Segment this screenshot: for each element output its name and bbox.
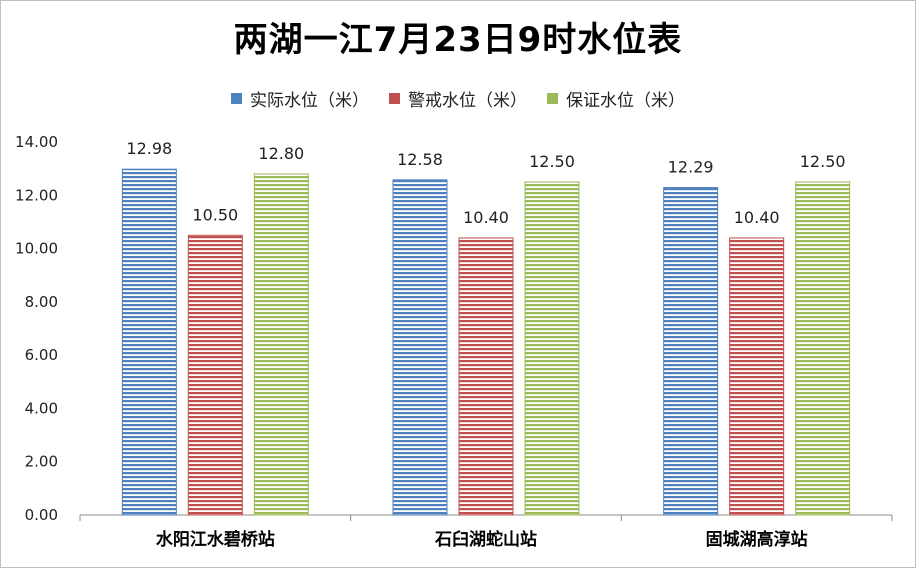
bar xyxy=(729,237,785,516)
y-tick-label: 10.00 xyxy=(15,240,58,258)
bar xyxy=(121,168,177,516)
bar xyxy=(253,173,309,516)
y-tick-label: 2.00 xyxy=(25,453,58,471)
data-label: 12.50 xyxy=(800,152,846,171)
y-tick-label: 14.00 xyxy=(15,133,58,151)
category-label: 石臼湖蛇山站 xyxy=(434,529,537,550)
data-label: 12.98 xyxy=(126,139,172,158)
category-label: 固城湖高淳站 xyxy=(706,529,808,550)
legend-item-guarantee: 保证水位（米） xyxy=(547,86,685,111)
y-tick-label: 12.00 xyxy=(15,186,58,204)
legend-swatch-warning xyxy=(389,93,400,104)
y-tick-label: 0.00 xyxy=(25,506,58,524)
data-label: 10.50 xyxy=(192,205,238,224)
data-label: 12.80 xyxy=(258,144,304,163)
y-tick-label: 8.00 xyxy=(25,293,58,311)
bar xyxy=(187,234,243,516)
legend-label-actual: 实际水位（米） xyxy=(250,91,369,111)
bar xyxy=(663,187,719,516)
chart-title: 两湖一江7月23日9时水位表 xyxy=(233,20,683,60)
data-label: 12.58 xyxy=(397,150,443,169)
legend-label-warning: 警戒水位（米） xyxy=(408,91,527,111)
bar xyxy=(524,181,580,516)
legend-swatch-actual xyxy=(231,93,242,104)
bar xyxy=(795,181,851,516)
data-label: 10.40 xyxy=(734,208,780,227)
legend: 实际水位（米） 警戒水位（米） 保证水位（米） xyxy=(0,86,916,111)
legend-item-actual: 实际水位（米） xyxy=(231,86,369,111)
data-label: 10.40 xyxy=(463,208,509,227)
legend-label-guarantee: 保证水位（米） xyxy=(566,91,685,111)
data-label: 12.29 xyxy=(668,158,714,177)
data-label: 12.50 xyxy=(529,152,575,171)
bar xyxy=(392,179,448,516)
category-label: 水阳江水碧桥站 xyxy=(156,529,275,550)
legend-swatch-guarantee xyxy=(547,93,558,104)
bar xyxy=(458,237,514,516)
y-tick-label: 6.00 xyxy=(25,346,58,364)
legend-item-warning: 警戒水位（米） xyxy=(389,86,527,111)
y-tick-label: 4.00 xyxy=(25,399,58,417)
